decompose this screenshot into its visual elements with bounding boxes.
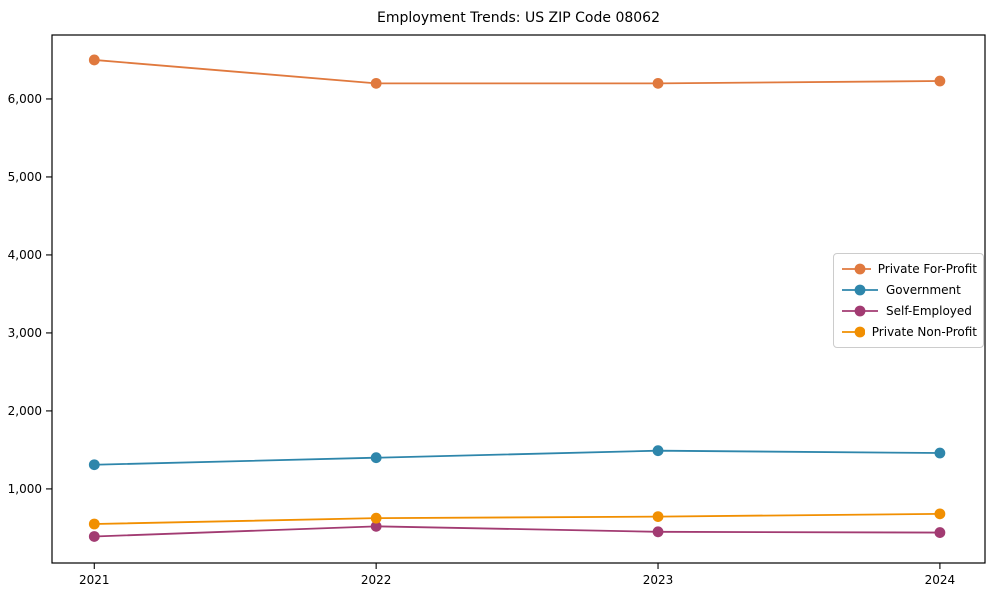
data-point-self-employed-2021 — [88, 531, 100, 542]
data-point-self-employed-2023 — [652, 526, 664, 538]
legend-item: Private For-Profit — [841, 258, 977, 279]
chart-title: Employment Trends: US ZIP Code 08062 — [377, 10, 660, 26]
data-point-private-non-profit-2024 — [934, 508, 946, 520]
data-point-private-non-profit-2023 — [652, 511, 664, 522]
data-point-private-for-profit-2024 — [934, 75, 946, 87]
x-tick-label: 2021 — [79, 573, 110, 587]
data-point-private-non-profit-2022 — [370, 512, 382, 524]
y-tick-label: 5,000 — [8, 170, 42, 184]
legend: Private For-Profit Government Self-Employe… — [833, 253, 984, 348]
series-line-self-employed — [94, 525, 940, 538]
legend-item: Government — [841, 279, 977, 300]
data-point-government-2021 — [88, 459, 100, 471]
legend-marker-icon — [842, 263, 871, 275]
data-point-private-for-profit-2021 — [88, 54, 100, 66]
legend-marker-icon — [842, 305, 878, 317]
data-point-self-employed-2024 — [934, 527, 946, 538]
y-tick-label: 6,000 — [8, 92, 42, 106]
legend-marker-icon — [842, 284, 878, 296]
y-tick-label: 4,000 — [8, 248, 42, 262]
data-point-government-2024 — [934, 447, 946, 459]
y-tick-label: 1,000 — [8, 482, 42, 496]
x-tick-label: 2022 — [361, 573, 392, 587]
legend-item: Self-Employed — [841, 301, 977, 322]
legend-marker-icon — [842, 326, 865, 338]
series-line-private-non-profit — [94, 512, 940, 525]
data-point-government-2022 — [370, 452, 382, 464]
legend-label: Government — [886, 282, 961, 297]
data-point-private-for-profit-2022 — [370, 77, 382, 89]
y-tick-label: 2,000 — [8, 404, 42, 418]
x-tick-label: 2024 — [925, 573, 956, 587]
series-line-private-for-profit — [94, 59, 940, 85]
legend-label: Private Non-Profit — [871, 325, 977, 340]
x-tick-label: 2023 — [643, 573, 674, 587]
legend-label: Private For-Profit — [877, 261, 977, 276]
legend-label: Self-Employed — [886, 304, 972, 319]
data-point-government-2023 — [652, 445, 664, 457]
data-point-self-employed-2022 — [370, 520, 382, 532]
data-point-private-for-profit-2023 — [652, 77, 664, 89]
legend-item: Private Non-Profit — [841, 322, 977, 343]
plot-frame — [51, 34, 986, 564]
series-line-government — [94, 449, 940, 466]
y-tick-label: 3,000 — [8, 326, 42, 340]
data-point-private-non-profit-2021 — [88, 518, 100, 530]
